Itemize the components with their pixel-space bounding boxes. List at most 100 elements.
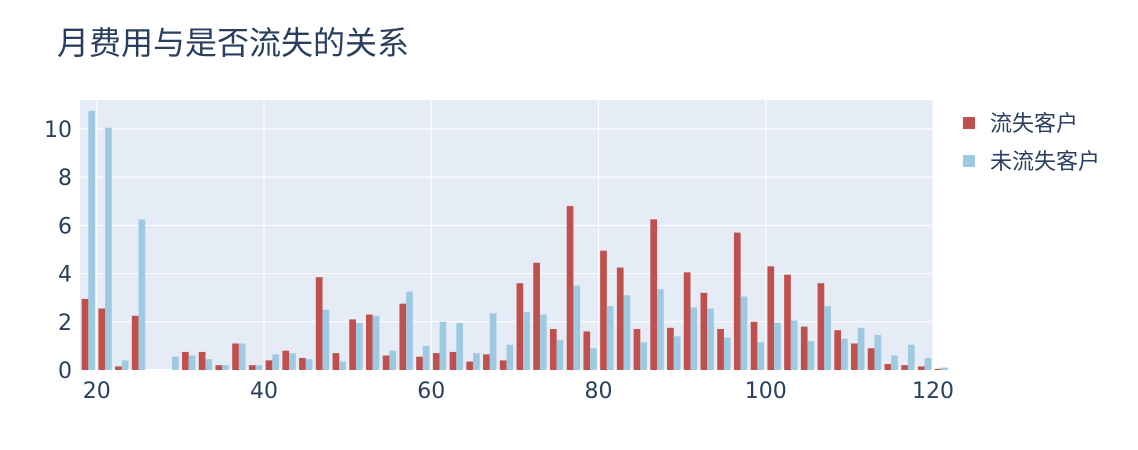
bar-churned: [750, 321, 758, 370]
bar-retained: [539, 314, 547, 370]
bar-retained: [406, 291, 413, 370]
bar-churned: [449, 351, 457, 370]
bar-churned: [98, 308, 106, 370]
bar-churned: [683, 272, 691, 370]
bar-retained: [824, 306, 831, 370]
bar-churned: [483, 354, 490, 370]
x-tick-label: 60: [417, 379, 445, 404]
bar-retained: [523, 312, 530, 370]
bar-churned: [600, 250, 607, 370]
bar-churned: [917, 366, 925, 370]
bar-churned: [265, 360, 273, 370]
bar-churned: [700, 292, 708, 370]
bar-churned: [549, 329, 557, 370]
bar-retained: [740, 296, 748, 370]
bar-retained: [188, 355, 196, 370]
y-tick-label: 10: [44, 118, 72, 143]
bars-group: [81, 110, 949, 371]
bar-churned: [566, 206, 574, 370]
bar-churned: [533, 262, 540, 370]
bar-churned: [382, 355, 390, 370]
legend-swatch: [963, 117, 975, 129]
bar-churned: [332, 353, 340, 370]
bar-churned: [299, 357, 306, 370]
legend-label[interactable]: 未流失客户: [990, 150, 1100, 175]
bar-retained: [138, 219, 146, 370]
bar-churned: [583, 331, 591, 370]
bar-retained: [473, 353, 480, 370]
bar-retained: [924, 357, 932, 370]
bar-retained: [422, 345, 430, 370]
bar-churned: [198, 351, 206, 370]
bar-retained: [874, 335, 882, 370]
bar-retained: [456, 322, 464, 370]
bar-retained: [657, 289, 664, 370]
bar-churned: [901, 365, 908, 370]
y-tick-label: 2: [58, 311, 72, 336]
bar-churned: [767, 266, 775, 370]
bar-retained: [255, 365, 263, 370]
bar-retained: [590, 348, 597, 370]
bar-retained: [640, 342, 647, 370]
bar-churned: [884, 363, 892, 370]
y-axis-ticks: 0 2 4 6 8 10: [44, 118, 72, 384]
bar-retained: [355, 322, 363, 370]
bar-retained: [757, 342, 765, 370]
bar-retained: [774, 322, 781, 370]
bar-retained: [891, 355, 898, 370]
bar-churned: [81, 298, 89, 370]
y-tick-label: 0: [58, 359, 72, 384]
legend-label[interactable]: 流失客户: [990, 112, 1078, 137]
bar-retained: [171, 356, 179, 370]
x-tick-label: 80: [584, 379, 612, 404]
bar-retained: [238, 343, 246, 370]
bar-retained: [723, 337, 731, 370]
bar-churned: [349, 319, 356, 370]
bar-retained: [322, 309, 330, 370]
bar-churned: [934, 368, 942, 370]
bar-retained: [556, 339, 564, 370]
bar-retained: [690, 307, 698, 370]
bar-retained: [121, 360, 129, 370]
bar-retained: [941, 367, 949, 370]
bar-retained: [857, 327, 865, 370]
bar-retained: [790, 320, 798, 370]
bar-churned: [633, 329, 641, 370]
bar-churned: [667, 327, 674, 370]
bar-churned: [232, 343, 239, 370]
legend-swatch: [963, 155, 975, 167]
bar-churned: [416, 356, 423, 370]
bar-churned: [315, 277, 323, 370]
bar-churned: [616, 267, 624, 370]
bar-retained: [272, 354, 280, 370]
bar-churned: [432, 353, 440, 370]
bar-churned: [282, 350, 290, 370]
bar-retained: [289, 353, 296, 370]
bar-churned: [466, 361, 474, 370]
x-tick-label: 120: [912, 379, 954, 404]
bar-churned: [182, 351, 189, 370]
bar-churned: [650, 219, 658, 370]
bar-churned: [115, 366, 122, 370]
bar-churned: [516, 283, 524, 370]
bar-retained: [623, 295, 631, 370]
bar-retained: [673, 336, 681, 370]
x-tick-label: 40: [250, 379, 278, 404]
bar-retained: [907, 344, 915, 370]
bar-retained: [807, 341, 815, 370]
bar-churned: [867, 348, 875, 370]
bar-retained: [389, 350, 397, 370]
bar-retained: [841, 338, 848, 370]
bar-churned: [851, 343, 858, 370]
bar-retained: [489, 313, 497, 370]
x-tick-label: 20: [83, 379, 111, 404]
bar-retained: [305, 359, 313, 370]
bar-retained: [439, 321, 447, 370]
bar-churned: [717, 329, 724, 370]
bar-retained: [339, 361, 346, 370]
bar-churned: [248, 365, 256, 370]
bar-retained: [105, 127, 112, 371]
bar-retained: [88, 110, 96, 371]
